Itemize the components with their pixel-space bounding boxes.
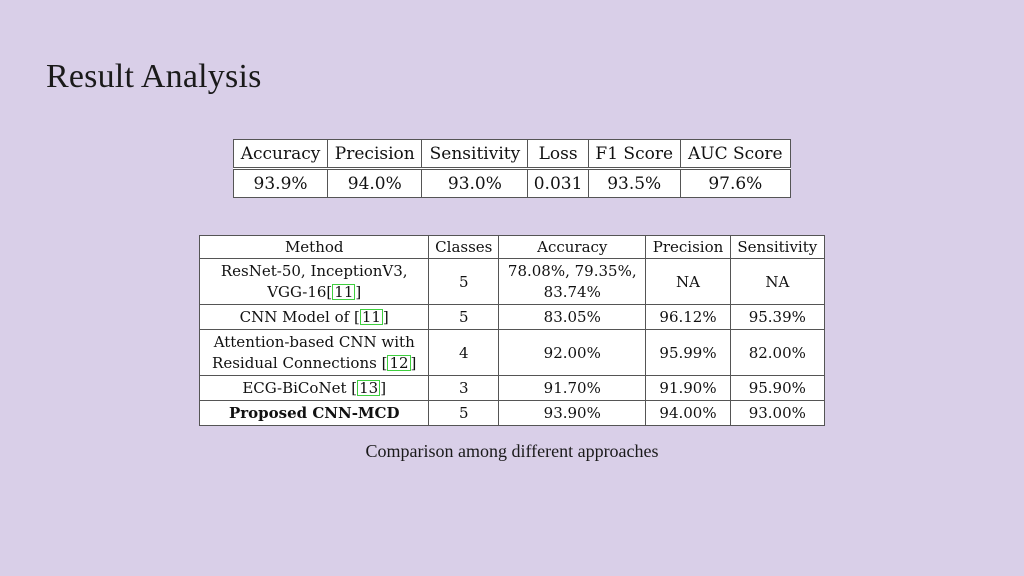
accuracy-text: 78.08%, 79.35%, bbox=[507, 261, 637, 280]
metrics-header-cell: Sensitivity bbox=[421, 139, 529, 169]
table-row: Attention-based CNN with Residual Connec… bbox=[198, 329, 826, 377]
method-text: VGG-16 bbox=[267, 282, 327, 301]
metrics-value-cell: 0.031 bbox=[527, 167, 589, 198]
metrics-header-row: Accuracy Precision Sensitivity Loss F1 S… bbox=[232, 139, 792, 169]
metrics-table: Accuracy Precision Sensitivity Loss F1 S… bbox=[232, 139, 792, 198]
method-text: Attention-based CNN with bbox=[213, 332, 415, 351]
precision-cell: 96.12% bbox=[645, 304, 731, 331]
method-text: CNN Model of bbox=[239, 308, 350, 327]
metrics-value-cell: 94.0% bbox=[327, 167, 423, 198]
accuracy-cell: 83.05% bbox=[498, 304, 647, 331]
classes-cell: 5 bbox=[428, 304, 500, 331]
precision-cell: 91.90% bbox=[645, 375, 731, 402]
classes-cell: 5 bbox=[428, 257, 500, 306]
method-cell: ECG-BiCoNet [13] bbox=[198, 375, 430, 402]
accuracy-cell: 93.90% bbox=[498, 400, 647, 426]
precision-cell: NA bbox=[645, 257, 731, 306]
citation-link[interactable]: 11 bbox=[359, 308, 383, 327]
sensitivity-cell: 95.39% bbox=[729, 304, 826, 331]
comparison-header-row: Method Classes Accuracy Precision Sensit… bbox=[198, 235, 826, 259]
method-text: ECG-BiCoNet bbox=[242, 379, 347, 398]
accuracy-text: 83.74% bbox=[543, 282, 601, 301]
method-cell: CNN Model of [11] bbox=[198, 304, 430, 331]
accuracy-cell: 78.08%, 79.35%, 83.74% bbox=[498, 257, 647, 306]
method-text: Residual Connections bbox=[212, 353, 377, 372]
metrics-header-cell: Loss bbox=[527, 139, 589, 169]
comparison-header-cell: Method bbox=[198, 235, 430, 259]
comparison-header-cell: Sensitivity bbox=[729, 235, 826, 259]
metrics-header-cell: Precision bbox=[327, 139, 423, 169]
precision-cell: 95.99% bbox=[645, 329, 731, 377]
sensitivity-cell: NA bbox=[729, 257, 826, 306]
comparison-header-cell: Precision bbox=[645, 235, 731, 259]
accuracy-cell: 91.70% bbox=[498, 375, 647, 402]
metrics-header-cell: Accuracy bbox=[232, 139, 329, 169]
comparison-header-cell: Classes bbox=[428, 235, 500, 259]
classes-cell: 4 bbox=[428, 329, 500, 377]
table-row: ResNet-50, InceptionV3, VGG-16[11] 5 78.… bbox=[198, 257, 826, 306]
comparison-header-cell: Accuracy bbox=[498, 235, 647, 259]
table-row: Proposed CNN-MCD 5 93.90% 94.00% 93.00% bbox=[198, 400, 826, 426]
table-row: CNN Model of [11] 5 83.05% 96.12% 95.39% bbox=[198, 304, 826, 331]
slide-title: Result Analysis bbox=[46, 58, 262, 95]
metrics-value-cell: 93.0% bbox=[421, 167, 529, 198]
metrics-value-cell: 93.9% bbox=[232, 167, 329, 198]
citation-link[interactable]: 12 bbox=[387, 353, 411, 372]
method-cell: Proposed CNN-MCD bbox=[198, 400, 430, 426]
precision-cell: 94.00% bbox=[645, 400, 731, 426]
classes-cell: 3 bbox=[428, 375, 500, 402]
metrics-value-row: 93.9% 94.0% 93.0% 0.031 93.5% 97.6% bbox=[232, 167, 792, 198]
method-text: ResNet-50, InceptionV3, bbox=[220, 261, 408, 280]
sensitivity-cell: 82.00% bbox=[729, 329, 826, 377]
method-cell: Attention-based CNN with Residual Connec… bbox=[198, 329, 430, 377]
table-caption: Comparison among different approaches bbox=[365, 441, 659, 461]
citation-link[interactable]: 11 bbox=[332, 282, 356, 301]
metrics-header-cell: F1 Score bbox=[587, 139, 681, 169]
accuracy-cell: 92.00% bbox=[498, 329, 647, 377]
classes-cell: 5 bbox=[428, 400, 500, 426]
table-row: ECG-BiCoNet [13] 3 91.70% 91.90% 95.90% bbox=[198, 375, 826, 402]
sensitivity-cell: 93.00% bbox=[729, 400, 826, 426]
metrics-header-cell: AUC Score bbox=[679, 139, 792, 169]
metrics-value-cell: 93.5% bbox=[587, 167, 681, 198]
comparison-table: Method Classes Accuracy Precision Sensit… bbox=[198, 235, 826, 426]
metrics-value-cell: 97.6% bbox=[679, 167, 792, 198]
method-cell: ResNet-50, InceptionV3, VGG-16[11] bbox=[198, 257, 430, 306]
sensitivity-cell: 95.90% bbox=[729, 375, 826, 402]
citation-link[interactable]: 13 bbox=[357, 379, 381, 398]
